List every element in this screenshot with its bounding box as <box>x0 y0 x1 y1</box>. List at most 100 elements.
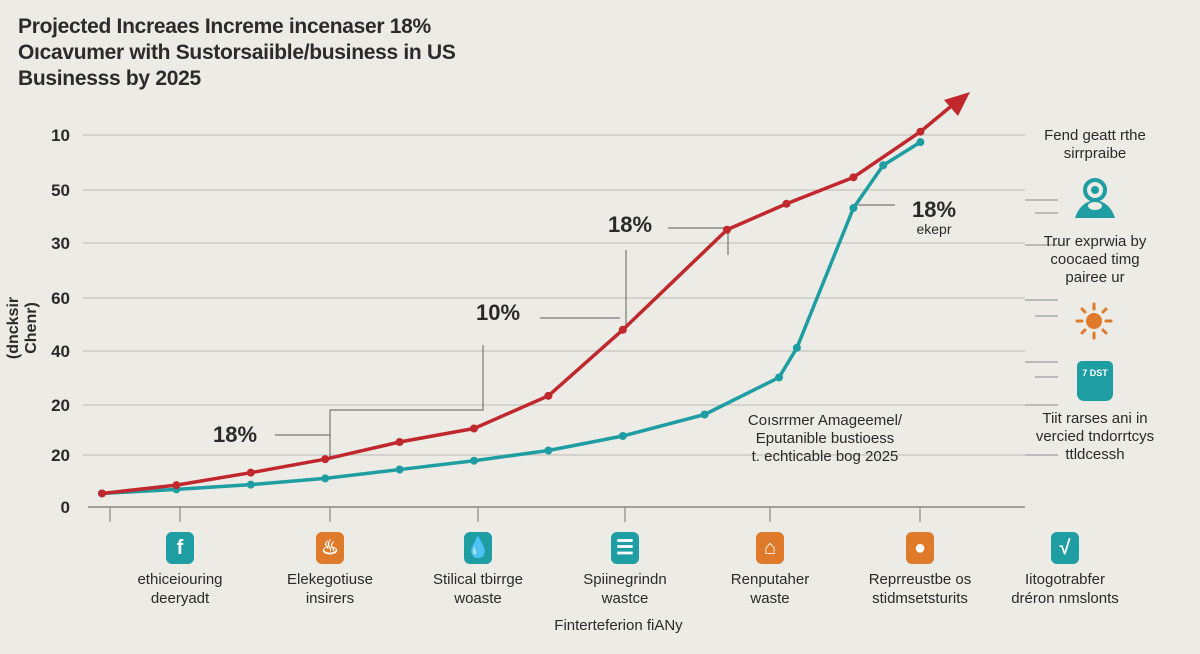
trend-arrow-shaft <box>919 101 957 134</box>
series <box>98 92 970 498</box>
y-tick-label: 10 <box>51 126 70 145</box>
side-note-line: coocaed timg <box>1050 251 1140 268</box>
teal-series-line <box>101 140 922 496</box>
bottom-item: ♨ Elekegotiuse insirers <box>255 532 405 608</box>
chart-title: Projected Increaes Increme incenaser 18%… <box>18 14 456 92</box>
trend-arrow-head <box>944 92 970 116</box>
title-line-2: Oıcavumer with Sustorsaiible/business in… <box>18 41 456 64</box>
red-series-line <box>101 130 922 496</box>
bottom-item-label: wastce <box>601 590 649 607</box>
mid-note-line: Eputanible bustioess <box>755 430 895 447</box>
teal-data-point <box>792 343 801 352</box>
drop-icon: ● <box>906 532 934 564</box>
side-note-line: ttldcessh <box>1065 446 1125 463</box>
side-note-2: Trur exprwia by coocaed timg pairee ur <box>1010 233 1180 287</box>
side-note-line: Tiit rarses ani in <box>1042 410 1148 427</box>
teal-data-point <box>618 432 627 440</box>
red-data-point <box>470 424 478 433</box>
y-tick-label: 50 <box>51 181 70 200</box>
teal-data-point <box>916 138 925 147</box>
teal-data-point <box>849 204 858 213</box>
bottom-item: ☰ Spiinegrindn wastce <box>550 532 700 608</box>
teal-data-point <box>879 161 888 170</box>
bottom-item-label: Renputaher <box>730 571 810 588</box>
red-data-point <box>782 199 791 208</box>
y-tick-label: 30 <box>51 234 70 253</box>
bottom-item-label: deeryadt <box>150 590 210 607</box>
jar-icon-label: 7 DST <box>1082 368 1108 378</box>
red-data-point <box>98 489 106 498</box>
bottom-item: f ethiceiouring deeryadt <box>105 532 255 608</box>
teal-data-point <box>470 456 478 465</box>
jar-icon: 7 DST <box>1077 361 1113 401</box>
red-data-point <box>722 225 731 234</box>
bottom-item-label: stidmsetsturits <box>872 590 968 607</box>
red-data-point <box>849 173 858 182</box>
flame-icon: ♨ <box>316 532 344 564</box>
leader-line <box>668 227 729 255</box>
mid-note: Coısrrmer Amageemel/ Eputanible bustioes… <box>720 412 930 466</box>
bottom-item-label: Reprreustbe os <box>868 571 972 588</box>
side-connector-lines <box>1025 199 1058 456</box>
teal-data-point <box>321 474 330 483</box>
house-icon: ⌂ <box>756 532 784 564</box>
bottom-item: ● Reprreustbe os stidmsetsturits <box>845 532 995 608</box>
red-data-point <box>544 391 553 400</box>
annotation-label: 10% <box>476 300 520 325</box>
side-note-line: vercied tndorrtcys <box>1035 428 1155 445</box>
red-data-point <box>321 455 330 464</box>
y-tick-label: 60 <box>51 289 70 308</box>
annotations: 18%10%18%18%ekepr <box>213 197 956 458</box>
shield-drop-icon: 💧 <box>464 532 492 564</box>
bottom-item-label: Iitogotrabfer <box>1024 571 1106 588</box>
bottom-item-label: Spiinegrindn <box>583 571 667 588</box>
annotation-sublabel: ekepr <box>916 221 951 237</box>
mid-note-line: Coısrrmer Amageemel/ <box>747 412 903 429</box>
x-tick-marks <box>109 507 921 522</box>
bottom-item-label: Stilical tbirrge <box>432 571 524 588</box>
bottom-item-label: dréron nmslonts <box>1011 590 1119 607</box>
check-icon: √ <box>1051 532 1079 564</box>
teal-data-point <box>775 373 784 382</box>
leader-line <box>329 345 484 435</box>
side-note-line: sirrpraibe <box>1063 145 1127 162</box>
red-data-point <box>246 468 255 477</box>
teal-data-point <box>395 465 404 474</box>
x-axis-label: Finterteferion fiANy <box>554 617 683 634</box>
side-note-1: Fend geatt rthe sirrpraibe <box>1010 127 1180 163</box>
annotation-label: 18% <box>608 212 652 237</box>
side-note-line: Fend geatt rthe <box>1044 127 1146 144</box>
y-tick-label: 20 <box>51 396 70 415</box>
y-tick-label: 0 <box>61 498 70 517</box>
bottom-item-label: insirers <box>305 590 355 607</box>
red-data-point <box>172 481 181 490</box>
bottom-item: √ Iitogotrabfer dréron nmslonts <box>990 532 1140 608</box>
side-note-line: pairee ur <box>1065 269 1125 286</box>
annotation-label: 18% <box>213 422 257 447</box>
facebook-icon: f <box>166 532 194 564</box>
mid-note-line: t. echticable bog 2025 <box>751 448 899 465</box>
red-data-point <box>618 325 627 334</box>
bottom-item-label: Elekegotiuse <box>287 571 373 588</box>
y-tick-label: 20 <box>51 446 70 465</box>
y-tick-label: 40 <box>51 342 70 361</box>
sun-icon <box>1075 302 1113 340</box>
red-data-point <box>395 438 404 446</box>
side-note-line: Trur exprwia by <box>1043 233 1147 250</box>
teal-data-point <box>700 410 709 419</box>
title-line-1: Projected Increaes Increme incenaser 18% <box>18 15 431 38</box>
bottom-item: 💧 Stilical tbirrge woaste <box>403 532 553 608</box>
title-line-3: Businesss by 2025 <box>18 67 201 90</box>
bottom-item-label: ethiceiouring <box>137 571 223 588</box>
bottom-item-label: waste <box>750 590 790 607</box>
annotation-label: 18% <box>912 197 956 222</box>
side-note-3: Tiit rarses ani in vercied tndorrtcys tt… <box>1010 410 1180 464</box>
bottom-item-label: woaste <box>454 590 502 607</box>
teal-data-point <box>544 446 553 455</box>
teal-data-point <box>246 480 255 489</box>
bottom-item: ⌂ Renputaher waste <box>695 532 845 608</box>
document-icon: ☰ <box>611 532 639 564</box>
gridlines <box>83 134 1025 508</box>
y-tick-labels: 0 20 20 40 60 30 50 10 <box>51 126 70 517</box>
